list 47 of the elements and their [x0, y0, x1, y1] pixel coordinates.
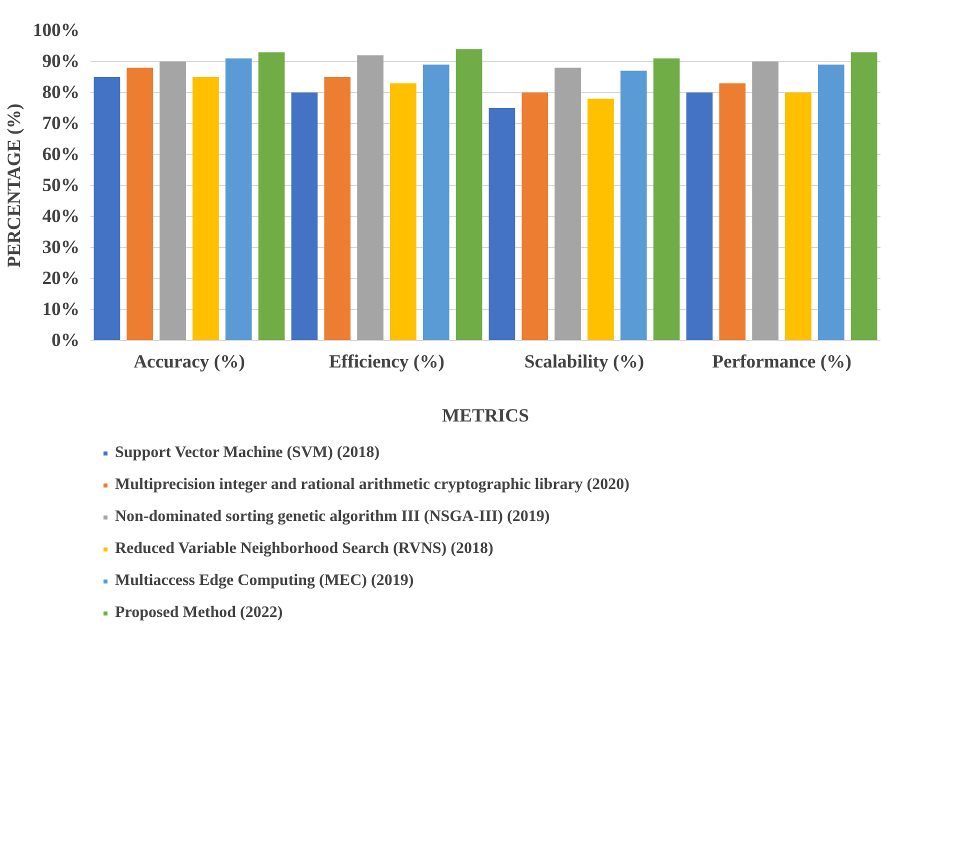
legend-label: Support Vector Machine (SVM) (2018) [115, 444, 380, 462]
legend-label: Multiaccess Edge Computing (MEC) (2019) [115, 572, 414, 590]
y-tick-label: 70% [42, 113, 80, 134]
x-tick-label: Accuracy (%) [134, 352, 245, 372]
x-tick-label: Scalability (%) [524, 352, 644, 372]
bar [588, 98, 614, 340]
y-tick-label: 30% [42, 237, 80, 258]
bar [225, 58, 252, 340]
x-axis-title: METRICS [442, 406, 530, 426]
bar [719, 83, 746, 340]
bar [785, 92, 812, 340]
bar [126, 68, 154, 340]
y-tick-label: 40% [42, 206, 80, 227]
bar [850, 52, 878, 340]
bar [456, 49, 482, 340]
x-tick-label: Efficiency (%) [328, 352, 445, 372]
legend-label: Non-dominated sorting genetic algorithm III (NSGA-III) (2019) [115, 508, 550, 526]
bar [258, 52, 285, 340]
y-tick-label: 90% [42, 51, 80, 72]
y-tick-label: 50% [42, 175, 80, 196]
y-tick-label: 0% [52, 330, 80, 351]
legend-label: Reduced Variable Neighborhood Search (RVNS) (2018) [115, 540, 494, 558]
bar [291, 92, 318, 340]
bar [554, 68, 581, 340]
y-axis-title: PERCENTAGE (%) [4, 104, 25, 268]
y-tick-label: 80% [42, 82, 80, 103]
bar [422, 64, 450, 340]
bar [522, 92, 548, 340]
y-tick-label: 60% [42, 144, 80, 165]
y-tick-label: 10% [42, 299, 80, 320]
bar [818, 64, 844, 340]
bar [160, 62, 186, 340]
bar [357, 55, 384, 340]
bar [324, 77, 351, 340]
bar [620, 70, 647, 340]
bar [390, 83, 416, 340]
legend-label: Multiprecision integer and rational arithmetic cryptographic library (2020) [115, 476, 630, 494]
bar [653, 58, 680, 340]
x-tick-label: Performance (%) [712, 352, 852, 372]
bar [192, 77, 219, 340]
bar [686, 92, 713, 340]
y-tick-label: 100% [32, 20, 80, 41]
bar [752, 62, 778, 340]
bar [488, 108, 516, 340]
legend-label: Proposed Method (2022) [115, 604, 283, 622]
bar [94, 77, 120, 340]
y-tick-label: 20% [42, 268, 80, 289]
